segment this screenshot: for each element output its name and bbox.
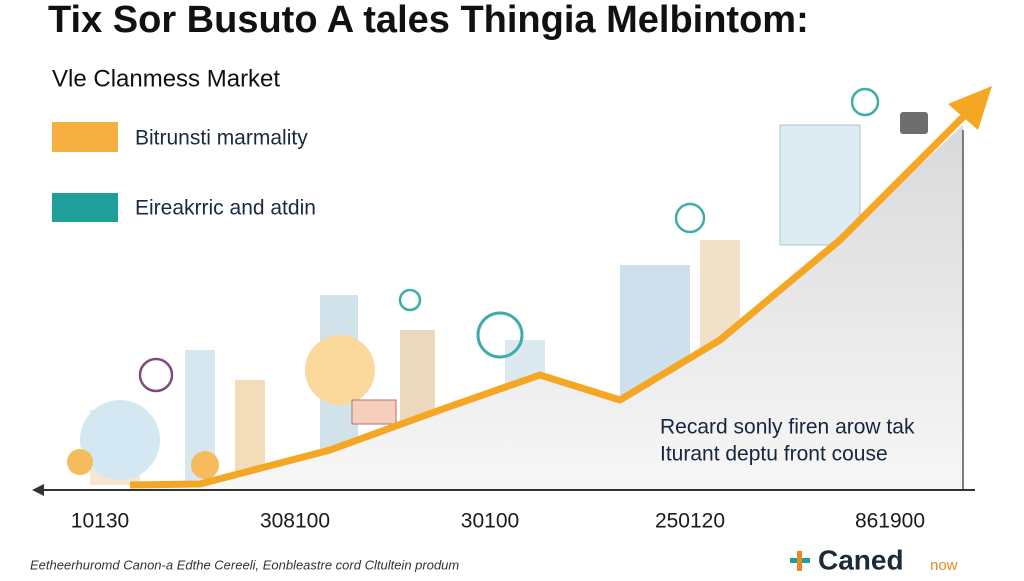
area	[200, 125, 963, 490]
title: Tix Sor Busuto A tales Thingia Melbintom…	[48, 0, 809, 41]
logo: Caned now	[790, 544, 958, 575]
footer: Eetheerhuromd Canon-a Edthe Cereeli, Eon…	[30, 557, 459, 572]
annotation: Iturant deptu front couse	[660, 443, 888, 466]
arrow-head	[948, 86, 992, 130]
x-label: 30100	[461, 510, 519, 533]
x-label: 250120	[655, 510, 725, 533]
x-label: 861900	[855, 510, 925, 533]
logo-name: Caned	[818, 544, 904, 575]
axis-arrow	[32, 484, 44, 496]
legend-swatch	[52, 193, 118, 222]
legend-label: Eireakrric and atdin	[135, 197, 316, 220]
legend-label: Bitrunsti marmality	[135, 127, 308, 150]
x-label: 308100	[260, 510, 330, 533]
legend-swatch	[52, 122, 118, 152]
logo-suffix: now	[930, 557, 958, 574]
annotation: Recard sonly firen arow tak	[660, 416, 915, 439]
trend-line	[129, 107, 973, 489]
subtitle: Vle Clanmess Market	[52, 65, 280, 92]
x-label: 10130	[71, 510, 129, 533]
